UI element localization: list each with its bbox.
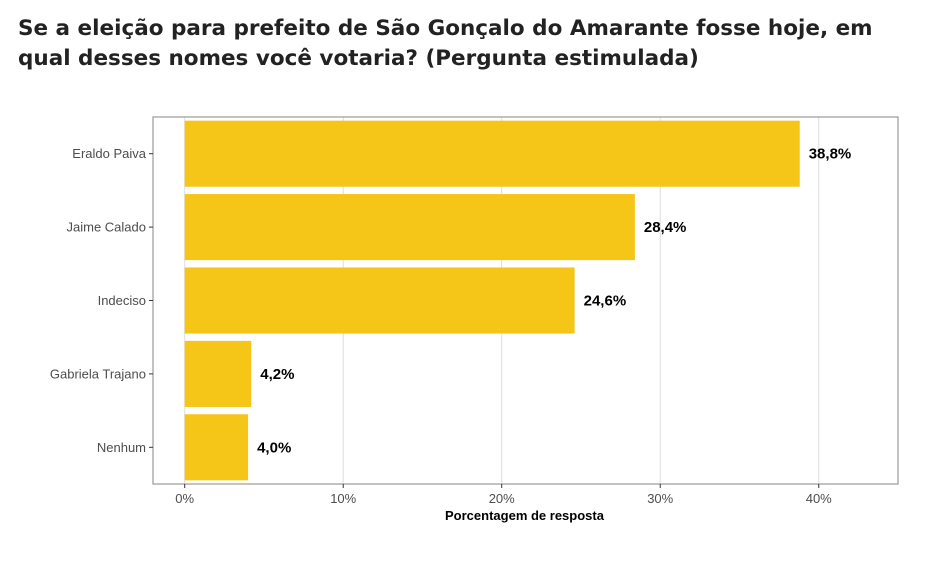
category-axis-labels: Eraldo Paiva Jaime Calado Indeciso Gabriela… <box>50 146 153 455</box>
value-axis-ticks: 0% 10% 20% 30% 40% <box>175 484 832 506</box>
data-label: 38,8% <box>809 146 852 163</box>
data-label: 4,2% <box>260 366 294 383</box>
category-label: Nenhum <box>97 440 146 455</box>
bar <box>184 194 635 261</box>
x-tick-label: 40% <box>806 491 832 506</box>
data-labels: 38,8% 28,4% 24,6% 4,2% 4,0% <box>257 146 851 457</box>
category-label: Jaime Calado <box>67 220 147 235</box>
bar <box>184 340 252 407</box>
x-tick-label: 10% <box>330 491 356 506</box>
category-label: Eraldo Paiva <box>72 146 146 161</box>
chart-title: Se a eleição para prefeito de São Gonçal… <box>18 16 873 71</box>
data-label: 24,6% <box>584 293 627 310</box>
x-tick-label: 0% <box>175 491 194 506</box>
data-label: 28,4% <box>644 219 687 236</box>
category-label: Indeciso <box>98 293 146 308</box>
x-tick-label: 30% <box>647 491 673 506</box>
x-tick-label: 20% <box>489 491 515 506</box>
data-label: 4,0% <box>257 439 291 456</box>
x-axis-title: Porcentagem de resposta <box>445 508 605 523</box>
bar <box>184 414 249 481</box>
bar <box>184 120 800 187</box>
bars <box>184 120 800 481</box>
bar <box>184 267 575 334</box>
category-label: Gabriela Trajano <box>50 366 146 381</box>
